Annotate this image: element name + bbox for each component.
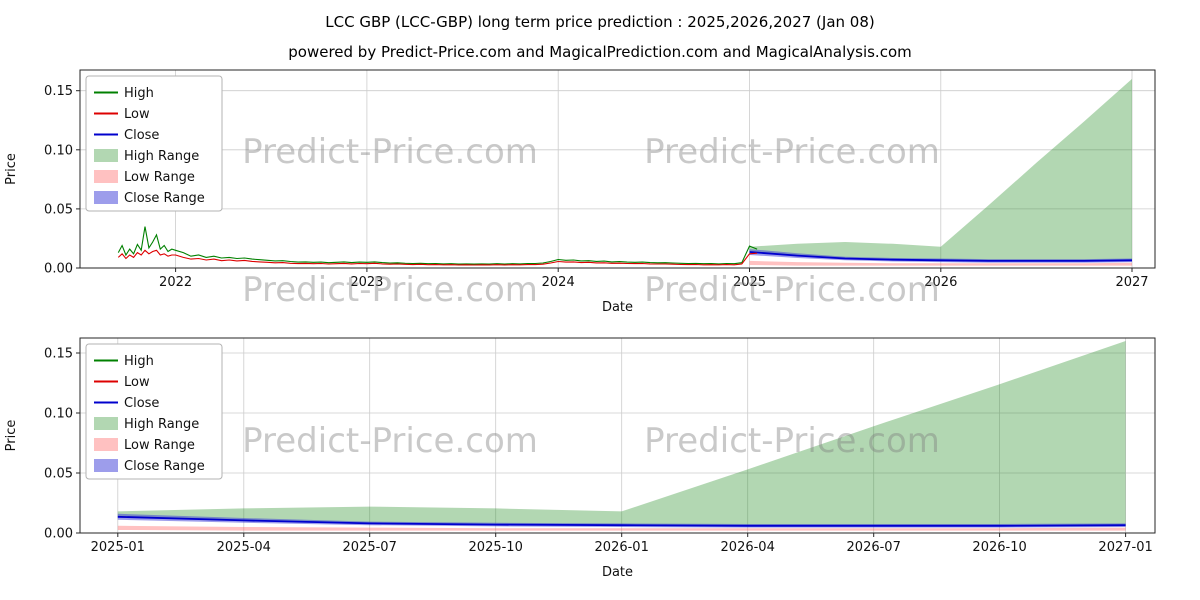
watermark-text: Predict-Price.com [242,270,538,310]
x-tick-label: 2026 [924,275,957,290]
watermark-text: Predict-Price.com [242,421,538,461]
x-axis-label: Date [602,565,633,580]
legend: High Low Close High Range Low Range Close Ran… [85,343,223,480]
x-tick-label: 2026-01 [595,540,649,555]
legend-label: Close Range [124,459,205,474]
legend-label: Low Range [124,438,195,453]
watermark-text: Predict-Price.com [644,132,940,172]
plot-border [79,337,1156,534]
legend-swatch-high_range [94,149,118,162]
x-tick-label: 2024 [542,275,575,290]
y-tick-label: 0.15 [44,347,73,362]
x-tick-label: 2025-10 [469,540,523,555]
x-tick-label: 2025-07 [343,540,397,555]
legend-swatch-low_range [94,170,118,183]
legend-swatch-close_range [94,191,118,204]
chart-forecast-detail: 2025-01 2025-04 2025-07 2025-10 2026-01 2026-… [4,337,1156,580]
legend-label: Low [124,375,150,390]
legend-label: High Range [124,149,199,164]
figure-subtitle: powered by Predict-Price.com and Magical… [288,43,912,61]
legend-label: High [124,354,154,369]
legend: High Low Close High Range Low Range Close Ran… [85,75,223,212]
legend-label: Close [124,396,159,411]
y-tick-label: 0.00 [44,262,73,277]
watermark-text: Predict-Price.com [644,421,940,461]
y-axis-label: Price [4,153,19,185]
close-line [749,251,1133,262]
high-line [117,226,758,265]
high-range-area [749,78,1132,261]
legend-swatch-high_range [94,417,118,430]
y-tick-label: 0.05 [44,467,73,482]
plot-border [79,69,1156,269]
watermark-layer: Predict-Price.com Predict-Price.com Predic… [242,132,940,461]
low-range-area [749,260,1132,266]
x-tick-label: 2025-01 [91,540,145,555]
chart-historical-and-forecast: 2022 2023 2024 2025 2026 2027 0.00 0.05 0.10 0.15… [4,69,1156,315]
y-tick-label: 0.15 [44,84,73,99]
x-axis-label: Date [602,300,633,315]
low-line [117,249,758,266]
x-tick-label: 2022 [159,275,192,290]
low-range-area [117,525,1126,531]
x-tick-label: 2026-07 [847,540,901,555]
legend-label: Low [124,107,150,122]
x-tick-label: 2026-10 [972,540,1026,555]
legend-label: High [124,86,154,101]
legend-label: Close [124,128,159,143]
close-line [117,515,1126,527]
y-tick-label: 0.00 [44,527,73,542]
y-tick-label: 0.05 [44,202,73,217]
legend-label: Low Range [124,170,195,185]
y-tick-label: 0.10 [44,143,73,158]
y-tick-label: 0.10 [44,407,73,422]
legend-swatch-close_range [94,459,118,472]
watermark-text: Predict-Price.com [242,132,538,172]
legend-swatch-low_range [94,438,118,451]
watermark-text: Predict-Price.com [644,270,940,310]
x-tick-label: 2026-04 [721,540,775,555]
x-tick-label: 2025-04 [217,540,271,555]
high-range-area [117,341,1126,526]
figure-title: LCC GBP (LCC-GBP) long term price predic… [325,13,875,31]
y-axis-label: Price [4,420,19,452]
legend-label: High Range [124,417,199,432]
x-tick-label: 2027-01 [1098,540,1152,555]
x-tick-label: 2023 [350,275,383,290]
x-tick-label: 2027 [1115,275,1148,290]
x-tick-label: 2025 [733,275,766,290]
legend-label: Close Range [124,191,205,206]
